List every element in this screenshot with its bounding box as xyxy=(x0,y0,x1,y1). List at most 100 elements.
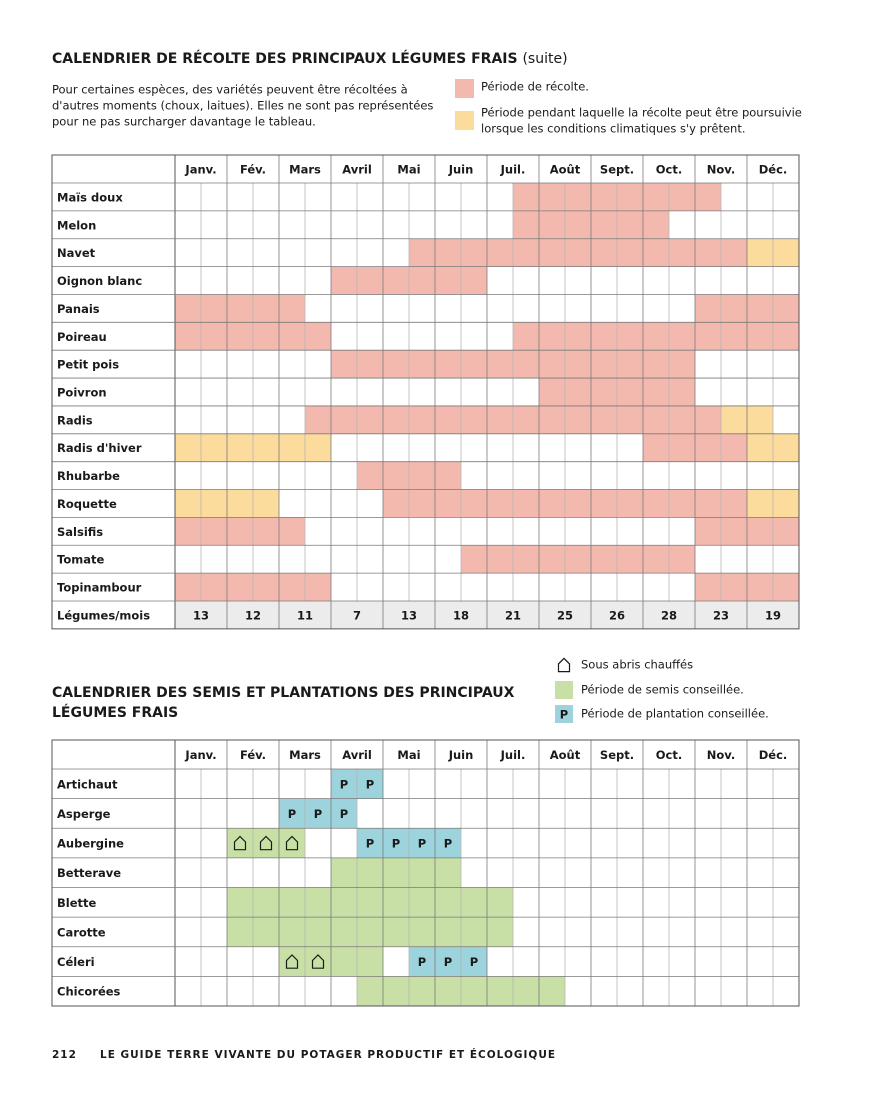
cell-fill xyxy=(643,489,669,518)
cell-fill xyxy=(331,405,357,434)
cell-fill xyxy=(669,238,695,267)
cell-letter: P xyxy=(418,955,426,969)
cell-fill xyxy=(227,887,253,918)
cell-fill xyxy=(435,828,461,858)
cell-letter: P xyxy=(444,837,452,851)
cell-fill xyxy=(435,405,461,434)
cell-fill xyxy=(773,573,799,601)
cell-fill xyxy=(643,378,669,406)
cell-fill xyxy=(357,266,383,295)
cell-fill xyxy=(513,545,539,574)
cell-fill xyxy=(175,517,201,546)
house-icon xyxy=(557,657,571,673)
row-label: Panais xyxy=(57,302,100,316)
cell-fill xyxy=(253,828,279,858)
cell-fill xyxy=(513,405,539,434)
cell-fill xyxy=(435,887,461,918)
cell-fill xyxy=(539,545,565,574)
row-label: Topinambour xyxy=(57,581,142,595)
cell-fill xyxy=(669,378,695,406)
cell-fill xyxy=(383,405,409,434)
cell-fill xyxy=(669,489,695,518)
cell-fill xyxy=(331,917,357,947)
cell-fill xyxy=(591,378,617,406)
cell-fill xyxy=(487,238,513,267)
cell-fill xyxy=(461,238,487,267)
cell-fill xyxy=(773,517,799,546)
cell-fill xyxy=(201,573,227,601)
cell-fill xyxy=(357,350,383,379)
cell-fill xyxy=(487,405,513,434)
row-label: Petit pois xyxy=(57,358,119,372)
cell-fill xyxy=(435,917,461,947)
cell-fill xyxy=(747,322,773,351)
row-label: Blette xyxy=(57,896,97,910)
cell-fill xyxy=(617,210,643,239)
cell-fill xyxy=(435,461,461,490)
cell-fill xyxy=(175,294,201,323)
cell-fill xyxy=(669,183,695,211)
cell-fill xyxy=(695,294,721,323)
cell-fill xyxy=(695,183,721,211)
cell-fill xyxy=(461,266,487,295)
cell-fill xyxy=(513,238,539,267)
total-value: 23 xyxy=(713,608,729,622)
cell-fill xyxy=(747,489,773,518)
cell-fill xyxy=(383,917,409,947)
cell-fill xyxy=(773,294,799,323)
month-header: Août xyxy=(550,163,581,177)
cell-fill xyxy=(409,266,435,295)
month-header: Fév. xyxy=(240,163,266,177)
cell-fill xyxy=(175,322,201,351)
month-header: Août xyxy=(550,748,581,762)
cell-fill xyxy=(487,887,513,918)
cell-fill xyxy=(747,433,773,462)
total-label: Légumes/mois xyxy=(57,608,150,622)
month-header: Déc. xyxy=(759,748,788,762)
cell-fill xyxy=(721,489,747,518)
cell-fill xyxy=(591,183,617,211)
cell-fill xyxy=(305,946,331,977)
cell-fill xyxy=(331,946,357,977)
month-header: Mars xyxy=(289,748,321,762)
total-value: 26 xyxy=(609,608,625,622)
legend-code: P xyxy=(560,708,568,722)
cell-fill xyxy=(435,857,461,888)
row-label: Aubergine xyxy=(57,837,124,851)
month-header: Juin xyxy=(448,163,474,177)
month-header: Mars xyxy=(289,163,321,177)
cell-letter: P xyxy=(340,777,348,791)
cell-fill xyxy=(591,350,617,379)
legend-text: Période pendant laquelle la récolte peut… xyxy=(481,106,802,120)
legend-text: Période de semis conseillée. xyxy=(581,683,744,697)
cell-fill xyxy=(279,294,305,323)
cell-fill xyxy=(227,917,253,947)
month-header: Avril xyxy=(342,748,372,762)
cell-letter: P xyxy=(340,807,348,821)
cell-fill xyxy=(175,433,201,462)
cell-fill xyxy=(695,489,721,518)
legend-text: Période de récolte. xyxy=(481,80,589,94)
cell-fill xyxy=(643,405,669,434)
row-label: Oignon blanc xyxy=(57,274,142,288)
cell-fill xyxy=(721,517,747,546)
sowing-title: CALENDRIER DES SEMIS ET PLANTATIONS DES … xyxy=(52,685,515,701)
month-header: Fév. xyxy=(240,748,266,762)
cell-fill xyxy=(565,238,591,267)
month-header: Nov. xyxy=(707,748,735,762)
cell-fill xyxy=(253,322,279,351)
cell-letter: P xyxy=(366,777,374,791)
cell-fill xyxy=(643,183,669,211)
cell-fill xyxy=(279,887,305,918)
cell-fill xyxy=(409,350,435,379)
cell-fill xyxy=(747,405,773,434)
intro-line: d'autres moments (choux, laitues). Elles… xyxy=(52,99,433,113)
cell-fill xyxy=(227,322,253,351)
cell-fill xyxy=(721,433,747,462)
month-header: Déc. xyxy=(759,163,788,177)
cell-fill xyxy=(383,461,409,490)
row-label: Artichaut xyxy=(57,777,118,791)
cell-fill xyxy=(305,433,331,462)
cell-fill xyxy=(409,857,435,888)
